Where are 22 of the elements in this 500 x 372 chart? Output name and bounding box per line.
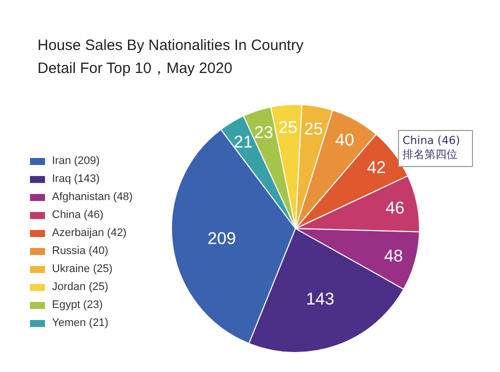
legend-label: Yemen (21)	[52, 316, 108, 330]
data-label: 25	[304, 119, 323, 138]
legend-label: Russia (40)	[52, 244, 108, 258]
data-label: 48	[384, 246, 404, 266]
data-label: 42	[366, 158, 386, 177]
text: China (46) 排名第四位	[402, 134, 460, 161]
data-label: 46	[386, 198, 404, 218]
legend-label: Egypt (23)	[52, 298, 103, 312]
legend-label: Azerbaijan (42)	[52, 226, 127, 240]
legend-label: Iran (209)	[52, 154, 100, 168]
data-label: 40	[335, 130, 354, 150]
legend-label: Ukraine (25)	[52, 262, 113, 276]
data-label: 25	[278, 118, 298, 138]
legend-label: Afghanistan (48)	[52, 190, 133, 204]
data-label: 209	[208, 229, 236, 248]
legend-label: Iraq (143)	[52, 172, 100, 186]
data-label: 21	[234, 132, 253, 152]
legend-label: China (46)	[52, 208, 104, 222]
data-label: 143	[306, 290, 334, 309]
chart-title: House Sales By Nationalities In Country Detail For Top 10，May 2020	[38, 37, 304, 77]
legend-label: Jordan (25)	[52, 280, 108, 294]
data-label: 23	[254, 122, 274, 142]
